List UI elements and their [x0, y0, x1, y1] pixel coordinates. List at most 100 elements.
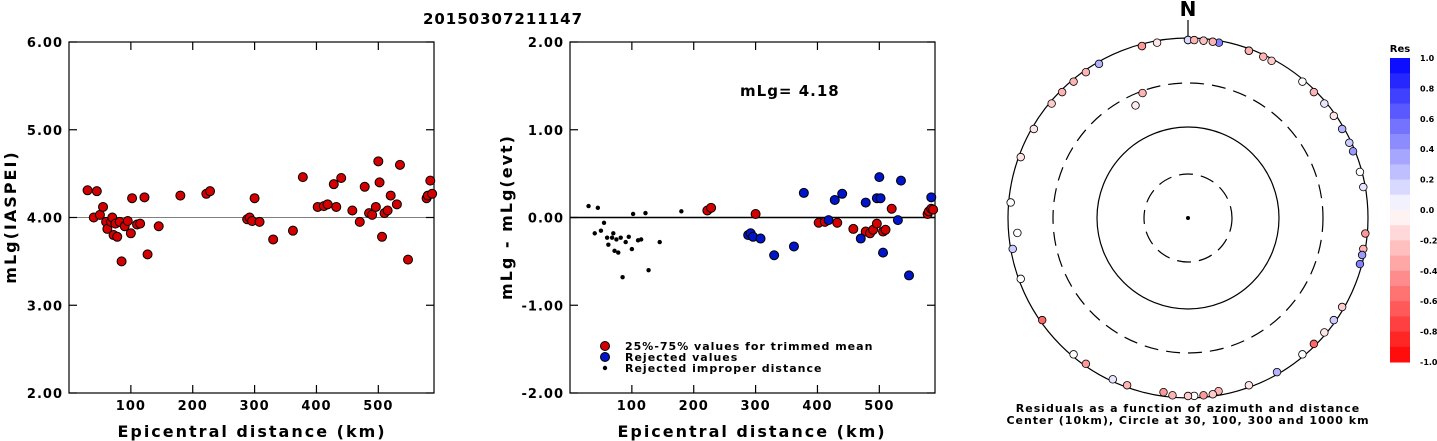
colorbar-tick-label: 0.0 [1420, 206, 1435, 215]
colorbar-tick-label: 0.8 [1420, 84, 1435, 93]
data-point [336, 173, 347, 184]
data-points-2 [586, 172, 939, 281]
data-point [328, 179, 339, 190]
colorbar-tick-label: 0.6 [1420, 115, 1435, 124]
x-tick-label: 200 [178, 399, 208, 414]
colorbar-cell [1390, 286, 1410, 302]
polar-point [1259, 52, 1268, 61]
data-point [268, 234, 279, 245]
polar-point [1029, 124, 1039, 134]
data-point-improper [601, 220, 607, 225]
data-point-improper [638, 237, 644, 242]
data-point-trimmed [848, 223, 859, 234]
data-point-rejected [829, 194, 840, 205]
x-tick-label: 100 [617, 399, 647, 414]
colorbar-cell [1390, 255, 1410, 272]
data-point [287, 225, 298, 236]
colorbar-tick-label: -0.8 [1420, 328, 1437, 337]
colorbar-cell [1390, 164, 1410, 181]
polar-point [1037, 315, 1047, 325]
y-ticks-1: 2.00 3.00 4.00 5.00 6.00 [27, 36, 434, 402]
data-point [370, 201, 381, 212]
colorbar-cell [1390, 316, 1410, 333]
polar-point [1309, 87, 1319, 97]
caption-line-1: Residuals as a function of azimuth and d… [1016, 402, 1360, 415]
data-point-trimmed [706, 202, 717, 213]
data-point-improper [618, 235, 623, 240]
colorbar-cell [1390, 331, 1410, 348]
data-point-improper [646, 267, 651, 273]
data-point [254, 216, 265, 227]
data-point [373, 156, 384, 167]
y-tick-label: 0.00 [528, 212, 564, 227]
data-point-trimmed [832, 217, 843, 228]
data-point-improper [629, 246, 635, 252]
data-point-improper [606, 242, 611, 247]
data-point [354, 216, 365, 227]
data-point [394, 159, 405, 170]
data-point-improper [643, 210, 648, 216]
colorbar-cell [1390, 179, 1410, 196]
polar-point [1016, 152, 1025, 162]
data-point [125, 228, 136, 239]
data-point [205, 186, 216, 197]
y-tick-label: 4.00 [27, 212, 63, 227]
y-tick-label: 5.00 [27, 124, 63, 139]
polar-point [1069, 350, 1078, 359]
north-label: N [1180, 0, 1197, 21]
data-points-1 [82, 156, 438, 267]
data-point [425, 175, 436, 186]
polar-point [1348, 147, 1358, 156]
data-point-trimmed [750, 208, 761, 219]
circle-30km [1143, 173, 1233, 263]
data-point [427, 188, 438, 199]
legend-label-improper: Rejected improper distance [625, 362, 822, 375]
data-point [116, 256, 127, 267]
y-tick-label: -1.00 [522, 299, 564, 314]
x-tick-label: 100 [116, 399, 146, 414]
polar-point [1122, 381, 1132, 390]
colorbar-cell [1390, 73, 1410, 89]
circle-100km [1096, 126, 1280, 310]
polar-point [1137, 41, 1147, 51]
data-point [359, 181, 370, 192]
panel-polar-residuals: N Residuals as a function of azimuth and… [1006, 0, 1370, 427]
polar-point [1183, 391, 1193, 401]
y-tick-label: 6.00 [27, 36, 63, 51]
data-point-rejected [788, 241, 799, 252]
y-axis-label-2: mLg - mLg(evt) [497, 134, 516, 300]
polar-point [1309, 339, 1319, 349]
data-point-rejected [755, 233, 766, 244]
data-point [142, 249, 153, 260]
x-tick-label: 300 [741, 399, 771, 414]
data-point-improper [592, 231, 597, 236]
polar-point [1355, 259, 1365, 269]
data-point-improper [614, 237, 619, 242]
data-point [122, 216, 133, 227]
data-point-trimmed [928, 204, 939, 215]
polar-point [1320, 328, 1329, 337]
data-point-improper [623, 239, 628, 245]
polar-point [1013, 228, 1022, 238]
data-point-improper [657, 239, 662, 245]
polar-point [1006, 198, 1015, 207]
polar-point [1320, 99, 1329, 108]
polar-point [1159, 387, 1168, 397]
data-point-rejected [798, 187, 809, 198]
data-point [385, 190, 396, 201]
legend-swatch-trimmed [600, 341, 610, 351]
panel-residual-vs-distance: 100 200 300 400 500 -2.00 -1.00 0.00 1.00 2.00 m… [497, 36, 939, 441]
data-point [82, 185, 93, 196]
circle-300km [1052, 82, 1324, 354]
x-tick-label: 400 [802, 399, 832, 414]
colorbar-cell [1390, 225, 1410, 241]
data-point [127, 193, 138, 204]
polar-point [1199, 391, 1208, 400]
colorbar-tick-label: -1.0 [1420, 358, 1437, 367]
data-point-rejected [904, 270, 915, 281]
colorbar-title: Res [1390, 44, 1410, 55]
polar-point [1094, 59, 1104, 69]
y-tick-label: 3.00 [27, 299, 63, 314]
data-point-improper [611, 231, 616, 236]
